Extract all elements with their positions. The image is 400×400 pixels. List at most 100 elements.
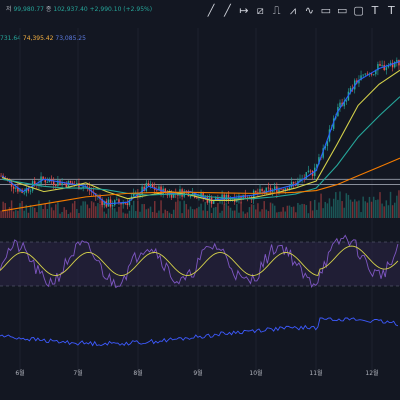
candle-body xyxy=(339,102,341,108)
candle-body xyxy=(202,192,204,198)
volume-bar xyxy=(191,209,194,218)
zigzag-icon[interactable]: ⩘ xyxy=(289,4,297,17)
volume-bar xyxy=(263,201,265,218)
volume-bar xyxy=(50,207,53,218)
short-position-icon[interactable]: ▭ xyxy=(336,4,348,17)
volume-bar xyxy=(141,204,143,218)
volume-bar xyxy=(111,208,114,218)
candle-body xyxy=(181,189,183,197)
volume-bar xyxy=(74,200,76,218)
horizontal-ray-icon[interactable]: ↦ xyxy=(239,4,249,17)
volume-bar xyxy=(122,212,124,218)
ma-line-yellow xyxy=(1,69,400,201)
candle-body xyxy=(196,197,198,199)
volume-bar xyxy=(385,200,388,218)
candle-body xyxy=(221,194,223,200)
volume-bar xyxy=(160,200,162,218)
candle-body xyxy=(114,200,116,206)
volume-bar xyxy=(244,213,246,218)
volume-bar xyxy=(76,208,78,218)
candle-body xyxy=(261,188,263,192)
volume-bar xyxy=(99,203,101,218)
candle-body xyxy=(375,70,377,75)
volume-bar xyxy=(303,204,305,218)
volume-bar xyxy=(204,201,206,218)
volume-bar xyxy=(59,213,61,218)
volume-bar xyxy=(347,194,350,218)
candle-body xyxy=(57,180,59,186)
volume-bar xyxy=(322,208,324,218)
rectangle-icon[interactable]: ▢ xyxy=(353,4,364,17)
volume-bar xyxy=(156,212,158,218)
candle-body xyxy=(269,188,272,192)
volume-bar xyxy=(259,211,261,218)
volume-bar xyxy=(339,191,341,218)
volume-bar xyxy=(147,208,150,218)
parallel-channel-icon[interactable]: ⧄ xyxy=(256,4,264,17)
path-icon[interactable]: ⎍ xyxy=(272,4,281,17)
volume-bar xyxy=(271,203,274,218)
candle-body xyxy=(34,181,36,185)
volume-bar xyxy=(6,210,9,218)
volume-bar xyxy=(8,207,11,218)
x-axis-tick-label: 7월 xyxy=(73,369,82,377)
candle-body xyxy=(362,74,364,76)
brush-icon[interactable]: ╱ xyxy=(207,4,215,17)
candle-body xyxy=(292,182,295,184)
volume-bar xyxy=(231,210,234,218)
candle-body xyxy=(6,178,9,180)
line-icon[interactable]: ╱ xyxy=(224,4,231,17)
candle-body xyxy=(349,87,352,92)
long-position-icon[interactable]: ▭ xyxy=(320,4,331,17)
candle-body xyxy=(15,187,17,189)
volume-bar xyxy=(40,205,42,218)
volume-bar xyxy=(288,205,291,218)
volume-bar xyxy=(398,190,400,218)
ohlc-low-label: 저 xyxy=(6,6,12,13)
candle-body xyxy=(69,180,72,183)
volume-bar xyxy=(86,204,89,218)
candle-body xyxy=(40,176,42,184)
volume-bar xyxy=(27,212,30,218)
candle-body xyxy=(109,199,112,207)
volume-bar xyxy=(354,199,356,218)
volume-bar xyxy=(290,206,293,218)
candle-body xyxy=(147,183,150,187)
volume-bar xyxy=(36,212,38,218)
candle-body xyxy=(242,194,244,200)
volume-bar xyxy=(170,213,173,218)
volume-bar xyxy=(137,200,139,218)
volume-bar xyxy=(61,211,63,218)
candle-body xyxy=(107,199,110,207)
candle-body xyxy=(189,196,192,197)
volume-bar xyxy=(21,201,23,218)
volume-bar xyxy=(221,210,223,218)
volume-bar xyxy=(257,203,259,218)
volume-bar xyxy=(116,211,118,218)
text-alt-icon[interactable]: T xyxy=(388,4,395,17)
volume-bar xyxy=(351,201,354,218)
volume-bar xyxy=(314,199,316,218)
volume-bar xyxy=(57,202,59,218)
volume-bar xyxy=(219,212,221,218)
candle-body xyxy=(84,186,86,188)
volume-bar xyxy=(328,198,331,218)
candle-body xyxy=(259,188,261,194)
ma-readout: 731.64 74,395.42 73,085.25 xyxy=(0,35,86,42)
ohlc-close-label: 종 xyxy=(45,6,52,13)
volume-bar xyxy=(154,201,156,218)
volume-bar xyxy=(345,193,348,218)
candle-body xyxy=(316,164,318,168)
candle-body xyxy=(364,73,366,75)
volume-bar xyxy=(280,211,282,218)
volume-bar xyxy=(107,208,110,218)
candle-body xyxy=(80,188,82,190)
text-icon[interactable]: T xyxy=(371,4,379,17)
candle-body xyxy=(370,73,373,75)
volume-bar xyxy=(84,201,86,218)
wave-icon[interactable]: ∿ xyxy=(304,4,314,17)
volume-bar xyxy=(326,203,329,218)
volume-bar xyxy=(139,211,141,218)
volume-bar xyxy=(297,202,299,218)
